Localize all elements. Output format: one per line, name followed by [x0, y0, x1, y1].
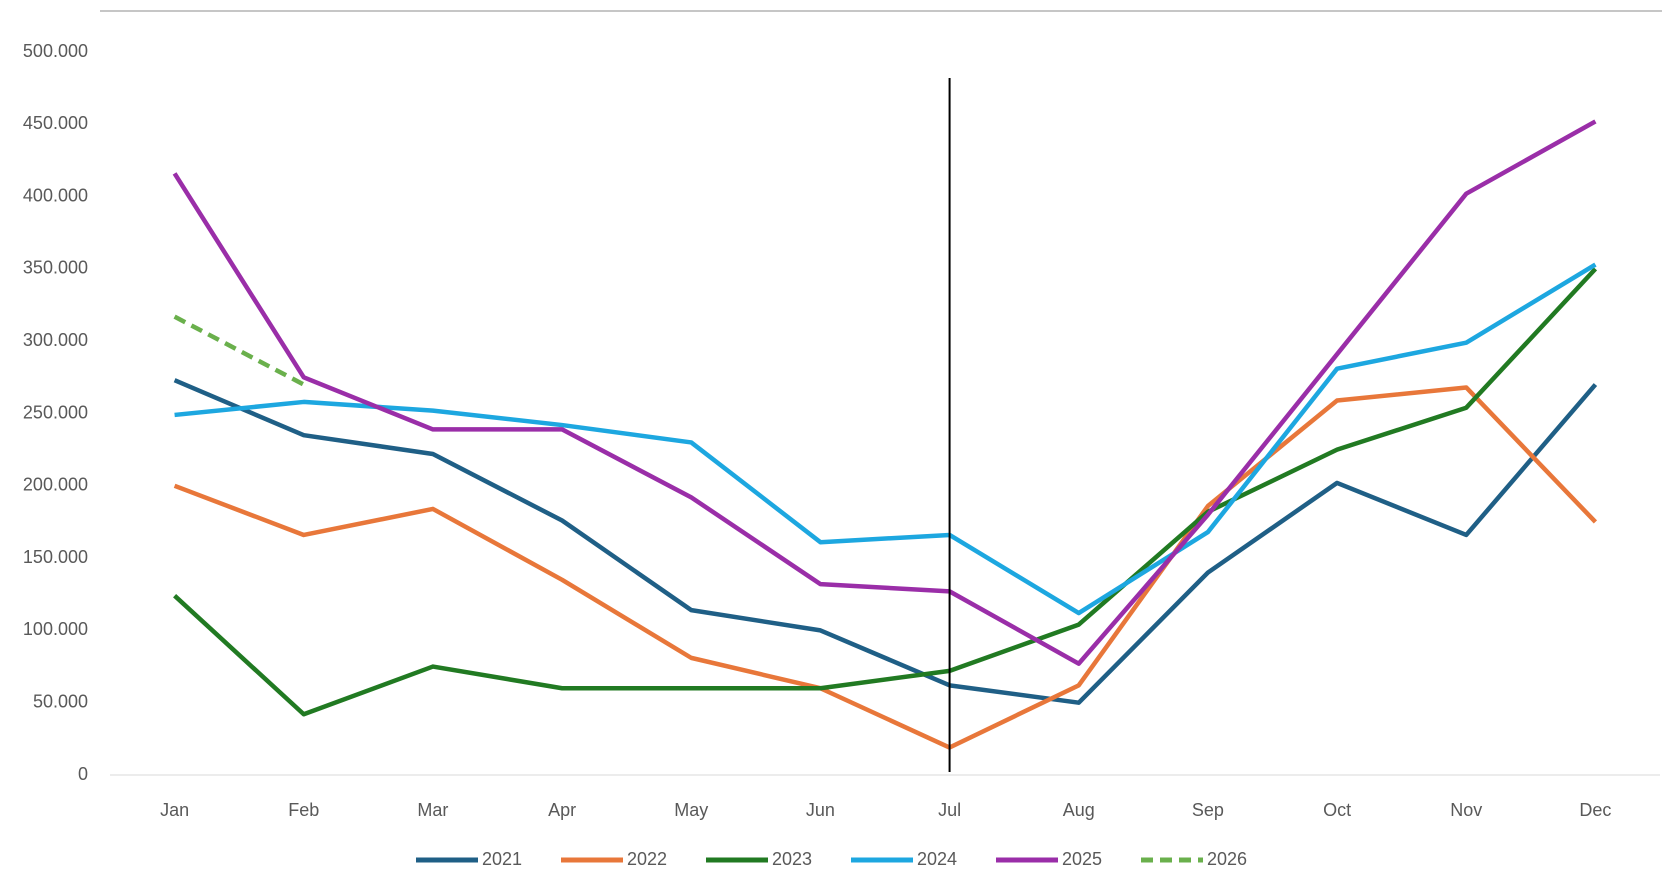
x-tick-label: Jul: [938, 800, 961, 820]
series-line: [173, 267, 1598, 717]
x-tick-label: May: [674, 800, 708, 820]
x-tick-label: Jun: [806, 800, 835, 820]
y-tick-label: 400.000: [23, 185, 88, 205]
x-tick-label: Aug: [1063, 800, 1095, 820]
series-line: [173, 378, 1598, 705]
y-tick-label: 250.000: [23, 402, 88, 422]
x-tick-label: Dec: [1579, 800, 1611, 820]
x-tick-label: Sep: [1192, 800, 1224, 820]
series-line: [173, 385, 1598, 750]
series-line: [173, 314, 305, 387]
x-tick-label: Jan: [160, 800, 189, 820]
y-tick-label: 300.000: [23, 330, 88, 350]
x-tick-label: Mar: [417, 800, 448, 820]
series-line: [174, 262, 1597, 616]
x-tick-label: Oct: [1323, 800, 1351, 820]
legend-label: 2024: [917, 849, 957, 869]
x-tick-label: Apr: [548, 800, 576, 820]
y-tick-label: 0: [78, 764, 88, 784]
y-tick-label: 200.000: [23, 475, 88, 495]
x-tick-label: Nov: [1450, 800, 1482, 820]
legend-label: 2022: [627, 849, 667, 869]
y-tick-label: 500.000: [23, 41, 88, 61]
legend-label: 2023: [772, 849, 812, 869]
legend-label: 2021: [482, 849, 522, 869]
series-line: [172, 119, 1597, 666]
y-tick-label: 50.000: [33, 691, 88, 711]
legend-label: 2026: [1207, 849, 1247, 869]
legend-label: 2025: [1062, 849, 1102, 869]
y-tick-label: 450.000: [23, 113, 88, 133]
y-tick-label: 150.000: [23, 547, 88, 567]
x-tick-label: Feb: [288, 800, 319, 820]
y-tick-label: 100.000: [23, 619, 88, 639]
y-tick-label: 350.000: [23, 258, 88, 278]
